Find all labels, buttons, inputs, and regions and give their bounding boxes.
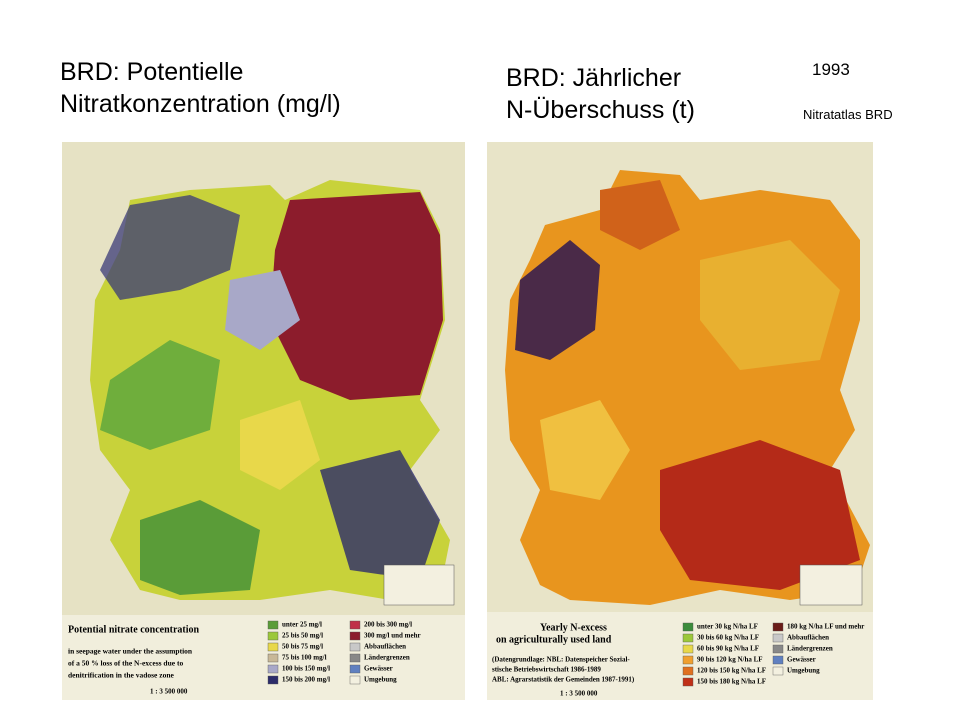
legend-label: unter 30 kg N/ha LF: [697, 623, 758, 631]
legend-swatch: [349, 664, 361, 674]
map-subcaption: of a 50 % loss of the N-excess due to: [68, 659, 183, 668]
legend-label: 25 bis 50 mg/l: [282, 632, 323, 640]
legend-swatch: [349, 620, 361, 630]
region: [320, 450, 440, 580]
legend-swatch: [682, 622, 694, 632]
legend-swatch: [682, 633, 694, 643]
legend-label: 150 bis 180 kg N/ha LF: [697, 678, 766, 686]
legend-label: Umgebung: [364, 676, 397, 684]
legend-label: Abbauflächen: [787, 634, 829, 642]
source: Nitratatlas BRD: [803, 107, 893, 122]
region: [225, 270, 300, 350]
map-caption: Potential nitrate concentration: [68, 624, 200, 635]
map-left: [62, 142, 465, 700]
legend-swatch: [349, 653, 361, 663]
legend-swatch: [682, 655, 694, 665]
legend-swatch: [772, 633, 784, 643]
region: [515, 240, 600, 360]
legend-swatch: [267, 631, 279, 641]
legend-swatch: [267, 675, 279, 685]
legend-swatch: [772, 622, 784, 632]
legend-label: 100 bis 150 mg/l: [282, 665, 330, 673]
region: [540, 400, 630, 500]
legend-panel: [487, 612, 873, 700]
legend-label: Ländergrenzen: [364, 654, 410, 662]
legend-label: 30 bis 60 kg N/ha LF: [697, 634, 759, 642]
map-caption: on agriculturally used land: [496, 634, 612, 645]
title-line: N-Überschuss (t): [506, 96, 695, 124]
legend-swatch: [772, 655, 784, 665]
title-line: Nitratkonzentration (mg/l): [60, 90, 341, 118]
legend-label: 180 kg N/ha LF und mehr: [787, 623, 864, 631]
legend-swatch: [267, 664, 279, 674]
legend-swatch: [349, 642, 361, 652]
title-right: BRD: Jährlicher N-Überschuss (t): [506, 62, 695, 126]
title-left: BRD: Potentielle Nitratkonzentration (mg…: [60, 56, 341, 120]
year: 1993: [812, 60, 850, 79]
legend-swatch: [349, 631, 361, 641]
map-subcaption: in seepage water under the assumption: [68, 647, 193, 656]
legend-label: 120 bis 150 kg N/ha LF: [697, 667, 766, 675]
legend-label: 75 bis 100 mg/l: [282, 654, 327, 662]
map-right: [487, 142, 873, 700]
region: [600, 180, 680, 250]
map-subcaption: stische Betriebswirtschaft 1986-1989: [492, 666, 601, 674]
map-subcaption: (Datengrundlage: NBL: Datenspeicher Sozi…: [492, 656, 630, 664]
map-subcaption: ABL: Agrarstatistik der Gemeinden 1987-1…: [492, 676, 635, 684]
legend-label: 60 bis 90 kg N/ha LF: [697, 645, 759, 653]
legend-label: Gewässer: [787, 656, 816, 664]
legend-swatch: [772, 666, 784, 676]
legend-label: Abbauflächen: [364, 643, 406, 651]
scale: 1 : 3 500 000: [560, 690, 598, 698]
region: [700, 240, 840, 370]
legend-label: Gewässer: [364, 665, 393, 673]
title-line: BRD: Potentielle: [60, 58, 244, 86]
legend-swatch: [682, 644, 694, 654]
inset-box: [383, 564, 455, 606]
inset-box: [799, 564, 863, 606]
region: [270, 192, 443, 400]
region: [100, 195, 240, 300]
legend-swatch: [349, 675, 361, 685]
legend-swatch: [772, 644, 784, 654]
legend-swatch: [267, 653, 279, 663]
legend-label: 300 mg/l und mehr: [364, 632, 421, 640]
legend-label: Umgebung: [787, 667, 820, 675]
legend-label: Ländergrenzen: [787, 645, 833, 653]
legend-label: 90 bis 120 kg N/ha LF: [697, 656, 763, 664]
legend-label: 150 bis 200 mg/l: [282, 676, 330, 684]
region: [240, 400, 320, 490]
legend-swatch: [682, 666, 694, 676]
region: [140, 500, 260, 595]
legend-label: 200 bis 300 mg/l: [364, 621, 412, 629]
legend-panel: [62, 615, 465, 700]
region: [660, 440, 860, 590]
legend-swatch: [267, 642, 279, 652]
map-subcaption: denitrification in the vadose zone: [68, 671, 174, 680]
legend-label: unter 25 mg/l: [282, 621, 322, 629]
map-caption: Yearly N-excess: [540, 622, 607, 633]
scale: 1 : 3 500 000: [150, 688, 188, 696]
legend-swatch: [682, 677, 694, 687]
title-line: BRD: Jährlicher: [506, 64, 682, 92]
region: [100, 340, 220, 450]
legend-swatch: [267, 620, 279, 630]
legend-label: 50 bis 75 mg/l: [282, 643, 323, 651]
